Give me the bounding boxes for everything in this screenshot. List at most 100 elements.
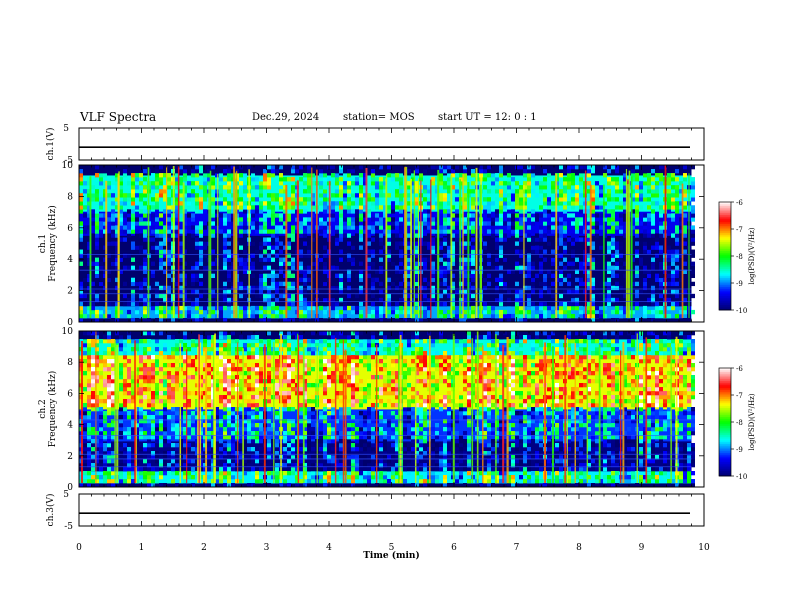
ch1-spectrogram-cell [355,165,359,170]
ch1-spectrogram-cell [431,285,435,291]
ch2-spectrogram-cell [191,343,195,348]
ch2-spectrogram-cell [175,383,179,388]
ch1-spectrogram-cell [255,249,259,254]
ch1-spectrogram-cell [623,233,627,238]
ch1-spectrogram-cell [187,201,191,206]
ch1-spectrogram-cell [483,197,487,202]
ch1-spectrogram-cell [319,165,323,170]
ch1-spectrogram-cell [503,301,507,307]
ch1-spectrogram-cell [659,177,663,182]
ch1-spectrogram-cell [263,273,267,279]
ch1-spectrogram-cell [499,189,503,194]
ch2-spectrogram-cell [103,419,107,424]
ch1-spectrogram-cell [219,185,223,190]
ch1-spectrogram-cell [99,309,103,315]
ch1-spectrogram-cell [263,217,267,222]
ch1-spectrogram-cell [631,177,635,182]
ch1-spectrogram-cell [547,209,551,214]
ch1-spectrogram-cell [203,177,207,182]
ch1-spectrogram-cell [155,173,159,178]
ch1-spectrogram-cell [179,181,183,186]
ch1-spectrogram-cell [379,261,383,266]
ch1-spectrogram-cell [103,245,107,250]
ch1-spectrogram-cell [435,217,439,222]
ch2-spectrogram-cell [95,399,99,404]
ch1-spectrogram-cell [455,225,459,230]
ch2-spectrogram-cell [143,371,147,376]
ch1-spectrogram-cell [407,181,411,186]
ch1-spectrogram-cell [395,165,399,170]
ch1-spectrogram-cell [215,293,219,299]
ch1-spectrogram-cell [395,289,399,295]
ch1-spectrogram-cell [423,281,427,287]
ch1-spectrogram-cell [603,233,607,238]
ch1-spectrogram-cell [343,293,347,299]
ch1-spectrogram-cell [547,305,551,311]
ch1-spectrogram-cell [463,289,467,295]
ch1-spectrogram-cell [519,253,523,258]
ch1-spectrogram-cell [487,257,491,262]
ch1-spectrogram-cell [499,229,503,234]
ch1-spectrogram-cell [279,213,283,218]
ch1-spectrogram-cell [443,313,447,319]
ch2-spectrogram-cell [159,435,163,440]
ch1-spectrogram-cell [447,245,451,250]
ch1-spectrogram-cell [259,289,263,295]
ch1-spectrogram-cell [651,309,655,315]
ch1-spectrogram-cell [427,201,431,206]
ch1-spectrogram-cell [603,297,607,303]
ch1-spectrogram-cell [175,197,179,202]
ch1-spectrogram-cell [519,309,523,315]
ch1-spectrogram-cell [351,245,355,250]
ch1-spectrogram-cell [395,301,399,307]
ch1-spectrogram-cell [651,201,655,206]
ch2-spectrogram-cell [175,427,179,432]
ch2-spectrogram-cell [131,347,135,352]
ch1-spectrogram-cell [399,229,403,234]
ch1-spectrogram-cell [379,225,383,230]
ch1-spectrogram-cell [431,269,435,274]
ch1-spectrogram-cell [199,169,203,174]
ch1-spectrogram-cell [307,313,311,319]
ch1-spectrogram-cell [299,197,303,202]
ch1-spectrogram-cell [651,297,655,303]
ch1-spectrogram-cell [271,165,275,170]
ch1-spectrogram-cell [115,301,119,307]
ch1-spectrogram-cell [391,277,395,283]
ch1-spectrogram-cell [691,193,695,198]
ch1-spectrogram-cell [159,181,163,186]
ch1-spectrogram-cell [623,273,627,279]
ch1-spectrogram-cell [507,241,511,246]
ch1-spectrogram-cell [519,265,523,270]
ch1-spectrogram-cell [227,241,231,246]
ch1-spectrogram-cell [511,253,515,258]
ch1-spectrogram-cell [119,205,123,210]
ch1-spectrogram-cell [239,229,243,234]
ch2-spectrogram-cell [123,363,127,368]
ch1-spectrogram-cell [635,317,639,323]
ch2-spectrogram-cell [107,459,111,464]
ch1-spectrogram-cell [579,289,583,295]
ch1-spectrogram-cell [267,193,271,198]
ch1-spectrogram-cell [259,309,263,315]
ch1-spectrogram-cell [523,173,527,178]
ch1-spectrogram-cell [547,165,551,170]
ch2-spectrogram-cell [99,443,103,448]
ch1-spectrogram-cell [319,261,323,266]
ch1-spectrogram-cell [347,225,351,230]
ch1-spectrogram-cell [211,185,215,190]
ch2-spectrogram-cell [119,463,123,468]
ch1-spectrogram-row [79,223,692,226]
ch1-spectrogram-cell [283,185,287,190]
ch2-spectrogram-cell [95,451,99,456]
ch1-spectrogram-cell [639,213,643,218]
ch1-spectrogram-cell [343,305,347,311]
ch1-spectrogram-cell [87,241,91,246]
ch1-spectrogram-cell [539,225,543,230]
ch1-spectrogram-cell [367,181,371,186]
ch1-spectrogram-cell [163,269,167,274]
ch1-spectrogram-cell [651,209,655,214]
ch1-spectrogram-cell [639,181,643,186]
ch1-spectrogram-cell [659,309,663,315]
ch1-spectrogram-cell [203,297,207,303]
